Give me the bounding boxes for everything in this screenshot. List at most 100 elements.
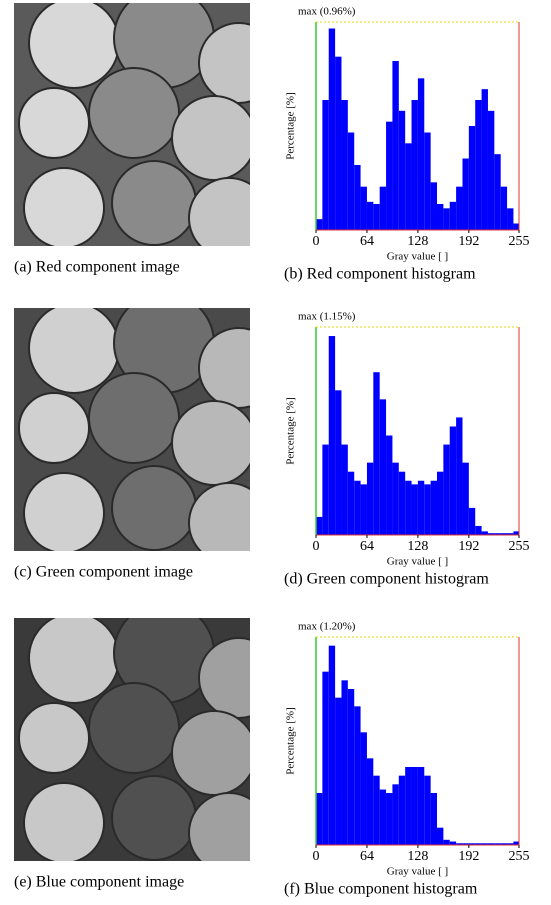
histogram-bar [322,445,328,535]
x-tick-label: 0 [313,234,320,249]
histogram-bar [513,224,519,231]
histogram-bar [316,219,322,230]
histogram-bar [513,842,519,845]
histogram-bar [335,698,341,845]
y-axis-label: Percentage [%] [285,397,297,465]
x-tick-label: 128 [407,849,428,864]
histogram-bar [373,372,379,535]
histogram-bar [431,182,437,230]
histogram-bar [392,784,398,845]
y-axis-label: Percentage [%] [285,92,297,160]
x-axis-label: Gray value [ ] [387,556,448,568]
x-tick-label: 0 [313,849,320,864]
max-label: max (1.20%) [298,621,356,633]
histogram-bar [443,840,449,845]
histogram-bar [373,776,379,845]
log-end [19,703,89,773]
histogram-bar [348,133,354,231]
histogram-bar [329,646,335,845]
histogram-bar [412,767,418,845]
log-end [199,328,279,408]
histogram-bar [424,484,430,535]
x-tick-label: 255 [509,234,530,249]
histogram-bar [462,463,468,535]
histogram-bar [450,426,456,535]
logs [19,0,279,258]
histogram-bar [341,680,347,845]
log-end [112,466,196,550]
log-end [199,23,279,103]
histogram-bar [399,472,405,535]
histogram-bar [361,187,367,230]
histogram-bar [475,526,481,535]
histogram-bar [431,481,437,535]
x-tick-label: 64 [360,234,374,249]
histogram-bar [456,187,462,230]
histogram-bar [354,481,360,535]
histogram-bar [488,111,494,230]
histogram-bar [354,706,360,845]
histogram-bar [361,732,367,845]
histogram-bar [431,793,437,845]
histogram-bar [418,767,424,845]
histogram-bar [443,208,449,230]
histogram-bar [437,472,443,535]
histogram-bar [335,57,341,230]
histogram-caption: (d) Green component histogram [284,571,489,588]
max-label: max (1.15%) [298,311,356,323]
histogram-caption: (f) Blue component histogram [284,881,478,898]
log-end [112,161,196,245]
histogram-bar [405,767,411,845]
histogram-bar [501,187,507,230]
log-end [89,373,179,463]
histogram-bar [443,445,449,535]
histogram-bar [469,126,475,230]
image-caption: (a) Red component image [14,259,180,276]
histogram-bar [392,463,398,535]
x-tick-label: 0 [313,539,320,554]
x-tick-label: 192 [458,849,479,864]
histogram-bar [482,89,488,230]
x-tick-label: 128 [407,539,428,554]
log-end [19,393,89,463]
histogram-bar [386,793,392,845]
histogram-bar [437,828,443,845]
histogram-bar [329,29,335,231]
x-tick-label: 64 [360,539,374,554]
histogram-bar [475,100,481,230]
histogram-bar [437,204,443,230]
figure: (a) Red component image(c) Green compone… [0,0,551,905]
histogram-bar [412,100,418,230]
max-label: max (0.96%) [298,6,356,18]
log-end [29,0,119,88]
histogram-bar [399,111,405,230]
y-axis-label: Percentage [%] [285,707,297,775]
image-caption: (e) Blue component image [14,874,184,891]
x-axis-label: Gray value [ ] [387,251,448,263]
histogram-bar [412,484,418,535]
histogram-bar [462,159,468,231]
x-tick-label: 255 [509,539,530,554]
log-end [89,683,179,773]
histogram-bar [405,481,411,535]
histogram-bar [399,776,405,845]
log-end [189,483,269,563]
log-end [189,178,269,258]
histogram-bar [354,165,360,230]
histogram-bar [424,133,430,231]
histogram-bar [348,472,354,535]
x-tick-label: 192 [458,539,479,554]
log-end [189,793,269,873]
histogram-bar [507,208,513,230]
histogram-bar [341,445,347,535]
histogram-bar [469,508,475,535]
histogram-bar [361,484,367,535]
histogram-bar [367,463,373,535]
histogram-bar [367,202,373,230]
histogram-bar [386,122,392,230]
histogram-bar [418,78,424,230]
histogram-bar [322,100,328,230]
log-end [24,473,104,553]
photo [14,293,279,563]
histogram-bar [405,143,411,230]
